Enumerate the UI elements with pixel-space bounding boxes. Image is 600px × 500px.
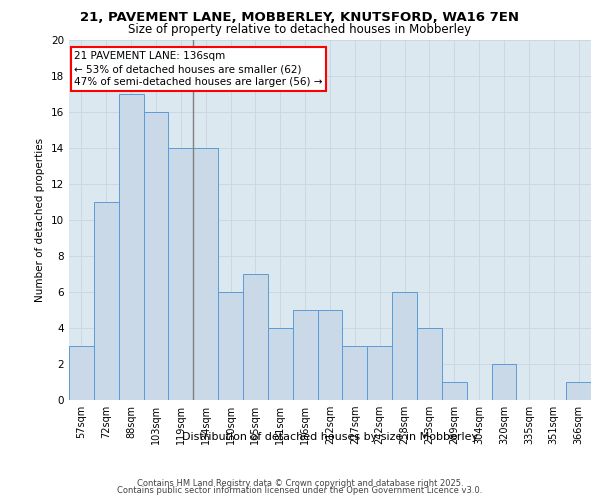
Text: 21 PAVEMENT LANE: 136sqm
← 53% of detached houses are smaller (62)
47% of semi-d: 21 PAVEMENT LANE: 136sqm ← 53% of detach… <box>74 51 323 87</box>
Bar <box>94 202 119 400</box>
Bar <box>69 346 94 400</box>
Bar <box>268 328 293 400</box>
Bar <box>343 346 367 400</box>
Bar <box>218 292 243 400</box>
Bar <box>169 148 193 400</box>
Bar <box>392 292 417 400</box>
Bar <box>367 346 392 400</box>
Bar <box>143 112 169 400</box>
Text: Size of property relative to detached houses in Mobberley: Size of property relative to detached ho… <box>128 22 472 36</box>
Text: Contains HM Land Registry data © Crown copyright and database right 2025.: Contains HM Land Registry data © Crown c… <box>137 478 463 488</box>
Text: 21, PAVEMENT LANE, MOBBERLEY, KNUTSFORD, WA16 7EN: 21, PAVEMENT LANE, MOBBERLEY, KNUTSFORD,… <box>80 11 520 24</box>
Bar <box>491 364 517 400</box>
Y-axis label: Number of detached properties: Number of detached properties <box>35 138 46 302</box>
Text: Contains public sector information licensed under the Open Government Licence v3: Contains public sector information licen… <box>118 486 482 495</box>
Bar <box>442 382 467 400</box>
Bar <box>243 274 268 400</box>
Bar <box>293 310 317 400</box>
Text: Distribution of detached houses by size in Mobberley: Distribution of detached houses by size … <box>182 432 478 442</box>
Bar <box>193 148 218 400</box>
Bar <box>119 94 143 400</box>
Bar <box>417 328 442 400</box>
Bar <box>566 382 591 400</box>
Bar <box>317 310 343 400</box>
